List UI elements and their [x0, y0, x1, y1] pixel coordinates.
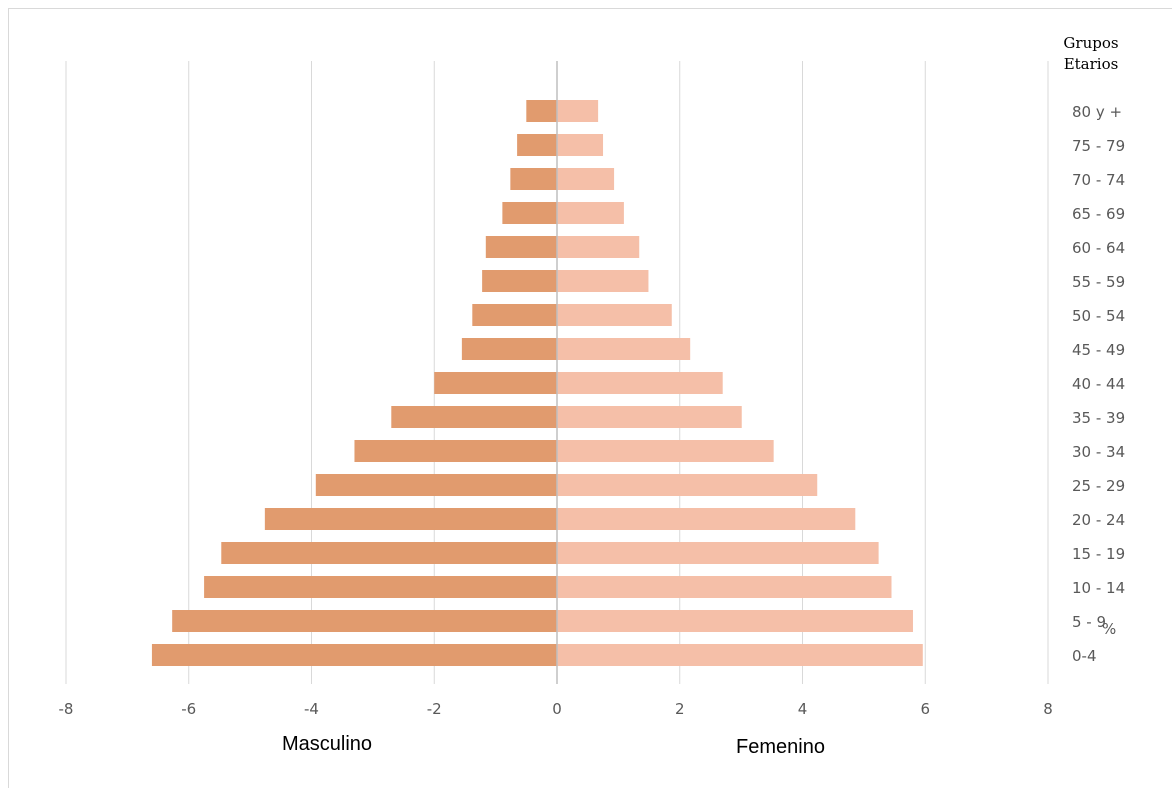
bar-masculino-8: [434, 372, 557, 394]
legend-femenino: Femenino: [736, 736, 825, 758]
bar-femenino-14: [557, 168, 615, 190]
bar-femenino-6: [557, 440, 774, 462]
bar-femenino-13: [557, 202, 624, 224]
bar-femenino-8: [557, 372, 723, 394]
bar-masculino-0: [151, 644, 558, 666]
age-group-label: 35 - 39: [1072, 409, 1125, 427]
bar-femenino-15: [557, 134, 604, 156]
bar-femenino-10: [557, 304, 672, 326]
bar-masculino-13: [502, 202, 557, 224]
age-group-label: 50 - 54: [1072, 307, 1125, 325]
bar-femenino-4: [557, 508, 856, 530]
age-group-label: 80 y +: [1072, 103, 1122, 121]
age-group-label: 70 - 74: [1072, 171, 1125, 189]
bar-masculino-6: [354, 440, 557, 462]
bar-femenino-12: [557, 236, 640, 258]
age-group-label: 65 - 69: [1072, 205, 1125, 223]
bar-femenino-3: [557, 542, 879, 564]
age-group-label: 30 - 34: [1072, 443, 1125, 461]
bar-masculino-12: [485, 236, 557, 258]
x-tick-label: -4: [304, 700, 319, 718]
bar-femenino-1: [557, 610, 913, 632]
legend-masculino: Masculino: [282, 733, 373, 755]
age-group-label: 5 - 9: [1072, 613, 1106, 631]
age-groups-title: Grupos Etarios: [1063, 34, 1119, 73]
bar-masculino-3: [221, 542, 557, 564]
x-tick-label: 8: [1043, 700, 1053, 718]
bar-masculino-2: [204, 576, 557, 598]
age-group-label: 10 - 14: [1072, 579, 1125, 597]
bar-femenino-7: [557, 406, 742, 428]
x-tick-label: -8: [59, 700, 74, 718]
bar-masculino-15: [517, 134, 557, 156]
bars: [151, 100, 923, 666]
x-tick-label: 4: [798, 700, 808, 718]
bar-masculino-14: [510, 168, 557, 190]
x-tick-label: -6: [181, 700, 196, 718]
pyramid-svg: -8 -6 -4 -2 0 2 4 6 8 0-4 5 - 9 10 - 14 15 - 19 20 -…: [59, 61, 1125, 718]
age-group-label: 25 - 29: [1072, 477, 1125, 495]
x-tick-label: 2: [675, 700, 685, 718]
x-tick-label: 6: [920, 700, 930, 718]
bar-masculino-5: [315, 474, 557, 496]
bar-masculino-9: [461, 338, 557, 360]
bar-masculino-11: [482, 270, 557, 292]
bar-masculino-1: [172, 610, 557, 632]
x-unit-label: %: [1102, 620, 1117, 638]
x-tick-label: 0: [552, 700, 562, 718]
chart-area: -8 -6 -4 -2 0 2 4 6 8 0-4 5 - 9 10 - 14 15 - 19 20 -…: [8, 8, 1172, 788]
bar-femenino-9: [557, 338, 691, 360]
age-group-label: 15 - 19: [1072, 545, 1125, 563]
x-tick-labels: -8 -6 -4 -2 0 2 4 6 8: [59, 700, 1053, 718]
bar-femenino-0: [557, 644, 923, 666]
bar-masculino-16: [526, 100, 557, 122]
age-group-label: 40 - 44: [1072, 375, 1125, 393]
bar-masculino-7: [391, 406, 557, 428]
bar-femenino-2: [557, 576, 892, 598]
age-group-label: 75 - 79: [1072, 137, 1125, 155]
bar-masculino-10: [472, 304, 557, 326]
bar-femenino-5: [557, 474, 818, 496]
age-group-label: 60 - 64: [1072, 239, 1125, 257]
age-group-label: 20 - 24: [1072, 511, 1125, 529]
bar-femenino-11: [557, 270, 649, 292]
bar-masculino-4: [264, 508, 557, 530]
age-group-label: 0-4: [1072, 647, 1097, 665]
age-group-label: 55 - 59: [1072, 273, 1125, 291]
age-group-labels: 0-4 5 - 9 10 - 14 15 - 19 20 - 24 25 - 29 30 -…: [1072, 103, 1125, 665]
x-tick-label: -2: [427, 700, 442, 718]
bar-femenino-16: [557, 100, 599, 122]
age-group-label: 45 - 49: [1072, 341, 1125, 359]
